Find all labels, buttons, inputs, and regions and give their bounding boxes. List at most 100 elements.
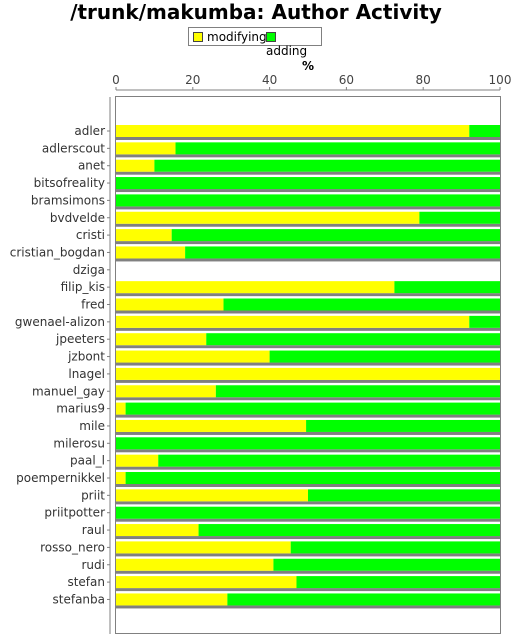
bar-shadow: [116, 379, 500, 383]
bar-modifying: [116, 142, 176, 155]
bar-shadow: [116, 310, 500, 314]
bar-adding: [185, 246, 500, 259]
x-axis-title: %: [302, 59, 314, 73]
bar-modifying: [116, 333, 207, 346]
bar-shadow: [116, 431, 500, 435]
bar-modifying: [116, 367, 500, 380]
bar-shadow: [116, 501, 500, 505]
bar-shadow: [116, 553, 500, 557]
category-label: stefanba: [53, 592, 106, 606]
bar-modifying: [116, 489, 308, 502]
bar-adding: [125, 402, 500, 415]
bar-modifying: [116, 524, 199, 537]
bar-adding: [171, 229, 500, 242]
bar-shadow: [116, 223, 500, 227]
bar-adding: [198, 524, 500, 537]
bar-shadow: [116, 466, 500, 470]
bar-shadow: [116, 327, 500, 331]
bar-shadow: [116, 536, 500, 540]
bar-shadow: [116, 449, 500, 453]
bar-shadow: [116, 484, 500, 487]
x-tick-label: 0: [112, 73, 120, 87]
category-label: priitpotter: [44, 506, 105, 520]
bar-shadow: [116, 345, 500, 349]
category-label: fred: [81, 298, 105, 312]
legend-item-modifying: modifying: [193, 30, 267, 44]
bar-shadow: [116, 518, 500, 522]
category-label: jzbont: [67, 350, 105, 364]
category-label: rudi: [82, 558, 106, 572]
bar-modifying: [116, 315, 470, 328]
bar-adding: [273, 558, 500, 571]
bar-adding: [469, 125, 500, 137]
bar-shadow: [116, 258, 500, 262]
bar-adding: [154, 159, 500, 172]
category-label: anet: [78, 159, 105, 173]
x-tick-label: 60: [339, 73, 354, 87]
category-label: cristian_bogdan: [10, 245, 105, 259]
bar-adding: [116, 506, 500, 519]
bar-modifying: [116, 541, 291, 554]
category-label: cristi: [76, 228, 105, 242]
category-labels: adler adlerscout anet bitsofreality bramsimo…: [10, 124, 106, 606]
bar-adding: [125, 472, 500, 484]
legend: modifying adding: [188, 27, 322, 58]
bar-adding: [419, 211, 500, 224]
bar-shadow: [116, 570, 500, 574]
bar-adding: [175, 142, 500, 155]
bar-modifying: [116, 402, 126, 415]
category-label: stefan: [67, 575, 105, 589]
category-label: mile: [79, 419, 105, 433]
bar-shadow: [116, 171, 500, 175]
bar-adding: [227, 593, 501, 606]
bar-modifying: [116, 558, 274, 571]
category-label: paal_l: [70, 454, 105, 468]
bar-modifying: [116, 576, 297, 589]
category-label: dziga: [73, 263, 105, 277]
category-label: adler: [74, 124, 105, 138]
bar-modifying: [116, 419, 307, 432]
category-label: marius9: [56, 402, 105, 416]
bar-shadow: [116, 588, 500, 592]
bar-shadow: [116, 206, 500, 210]
x-tick-label: 100: [489, 73, 512, 87]
category-label: poempernikkel: [16, 471, 105, 485]
category-label: adlerscout: [42, 141, 105, 155]
category-label: milerosu: [53, 436, 105, 450]
bar-shadow: [116, 241, 500, 245]
category-label: rosso_nero: [40, 540, 105, 554]
bar-modifying: [116, 298, 224, 311]
bar-shadow: [116, 293, 500, 297]
category-label: filip_kis: [61, 280, 105, 294]
bars: [116, 125, 501, 609]
bar-adding: [269, 350, 500, 363]
bar-adding: [394, 281, 500, 294]
legend-swatch-modifying: [193, 32, 203, 42]
bar-adding: [116, 194, 500, 207]
bar-adding: [215, 385, 500, 398]
x-tick-label: 80: [416, 73, 431, 87]
bar-shadow: [116, 137, 500, 140]
bar-shadow: [116, 189, 500, 193]
legend-item-adding: adding: [266, 30, 321, 58]
bar-shadow: [116, 605, 500, 609]
category-label: priit: [81, 488, 105, 502]
legend-swatch-adding: [266, 32, 276, 42]
bar-adding: [308, 489, 500, 502]
bar-modifying: [116, 472, 126, 484]
chart-title: /trunk/makumba: Author Activity: [70, 0, 442, 24]
x-axis: 0 20 40 60 80 100: [107, 73, 511, 634]
bar-adding: [469, 315, 500, 328]
bar-adding: [290, 541, 500, 554]
x-tick-label: 20: [185, 73, 200, 87]
bar-modifying: [116, 159, 155, 172]
bar-adding: [116, 437, 500, 450]
category-label: manuel_gay: [32, 384, 105, 398]
bar-adding: [206, 333, 501, 346]
bar-adding: [296, 576, 500, 589]
category-label: bitsofreality: [34, 176, 105, 190]
bar-modifying: [116, 281, 395, 294]
bar-adding: [158, 454, 501, 467]
category-label: raul: [82, 523, 105, 537]
legend-label-adding: adding: [266, 44, 308, 58]
